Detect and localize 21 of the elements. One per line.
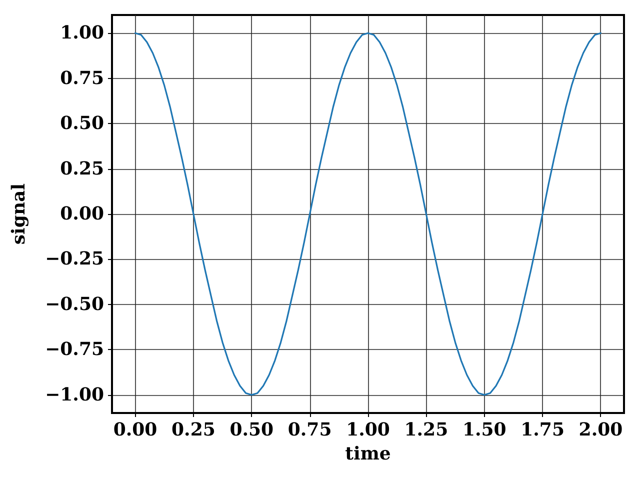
y-tick-label: −1.00 xyxy=(45,384,104,406)
y-tick-label: 0.50 xyxy=(60,113,104,134)
x-tick-label: 1.25 xyxy=(404,420,448,440)
y-axis-title: signal xyxy=(8,183,30,245)
x-tick-label: 2.00 xyxy=(578,420,623,440)
x-tick-label: 1.00 xyxy=(346,420,390,440)
x-tick-label: 1.50 xyxy=(462,420,506,440)
y-tick-label: 0.25 xyxy=(60,158,104,180)
y-tick-label: −0.75 xyxy=(45,339,104,360)
x-tick-label: 0.50 xyxy=(230,420,274,440)
x-axis-title: time xyxy=(345,444,391,464)
y-tick-label: −0.25 xyxy=(45,248,104,270)
y-tick-label: 1.00 xyxy=(60,22,104,44)
line-series xyxy=(134,32,602,396)
y-tick-label: 0.75 xyxy=(60,68,104,89)
x-tick-label: 0.75 xyxy=(288,420,332,440)
x-tick-label: 0.00 xyxy=(113,420,158,440)
x-tick-label: 1.75 xyxy=(520,420,564,440)
y-tick-label: 0.00 xyxy=(60,204,104,224)
x-tick-label: 0.25 xyxy=(172,420,216,440)
y-tick-label: −0.50 xyxy=(45,294,104,315)
